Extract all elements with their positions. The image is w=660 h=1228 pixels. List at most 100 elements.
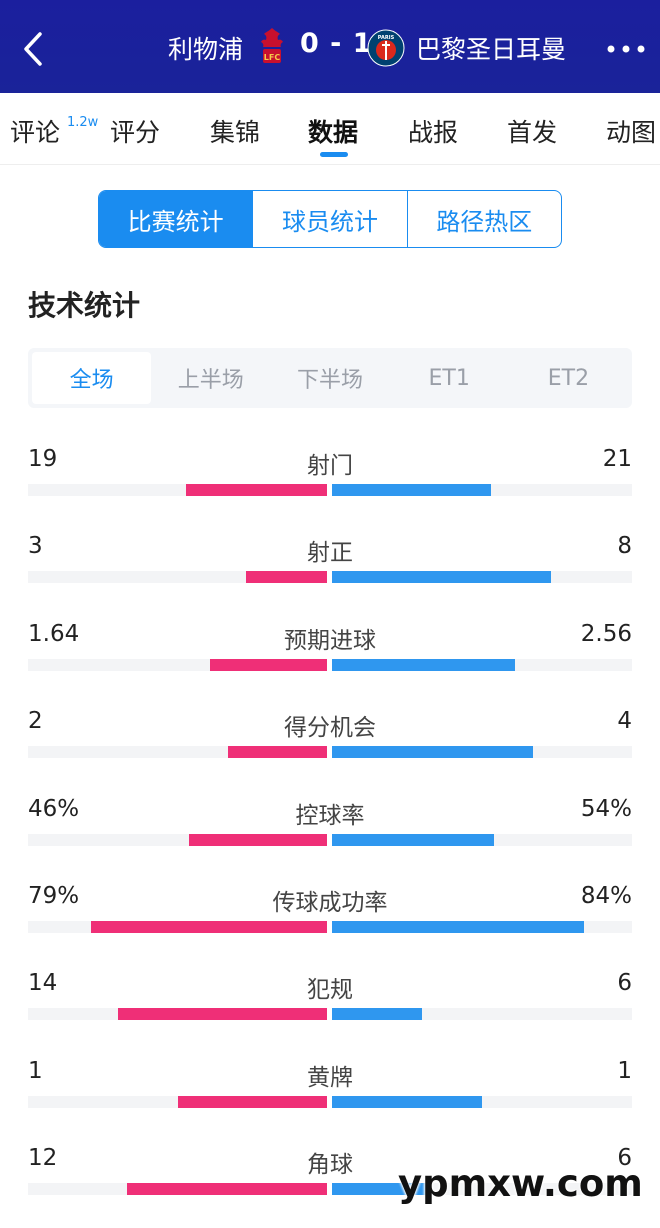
stat-home-value: 79% [28,882,80,909]
stat-label: 射门 [307,453,353,479]
home-bar-track [28,1183,327,1196]
home-bar-track [28,1008,327,1021]
period-first-half[interactable]: 上半场 [177,368,244,393]
away-bar-track [332,1095,632,1108]
tab-highlights[interactable]: 集锦 [210,118,261,147]
match-score: 0 - 1 [300,28,373,59]
away-bar [332,1095,482,1108]
away-bar [332,658,515,671]
stat-label: 犯规 [307,977,353,1004]
stat-away-value: 6 [617,1145,632,1172]
stat-home-value: 1 [28,1057,43,1084]
away-bar-track [332,920,632,933]
tab-gifs[interactable]: 动图 [606,118,657,147]
home-team-name[interactable]: 利物浦 [168,35,244,64]
stat-label: 传球成功率 [272,889,388,916]
away-bar [332,920,584,933]
stat-row: 2 得分机会 4 [0,692,660,779]
comments-count-badge: 1.2w [67,115,99,130]
away-bar-track [332,1008,632,1021]
tab-data[interactable]: 数据 [308,118,359,147]
more-dots-icon[interactable] [606,44,646,54]
stat-away-value: 6 [617,970,632,997]
segment-heatmap[interactable]: 路径热区 [436,207,533,236]
away-bar-track [332,658,632,671]
home-bar-track [28,833,327,846]
away-bar-track [332,1183,632,1196]
away-bar [332,484,491,496]
away-bar [332,571,551,584]
tab-report[interactable]: 战报 [408,118,459,147]
segment-player-stats[interactable]: 球员统计 [253,191,408,247]
tab-lineup[interactable]: 首发 [507,118,558,147]
active-tab-indicator [320,152,348,157]
away-bar-track [332,484,632,496]
period-et2[interactable]: ET2 [547,365,590,391]
stat-row: 3 射正 8 [0,517,660,604]
liverpool-crest-icon: LFC [261,28,283,63]
stat-away-value: 8 [617,533,632,560]
home-bar [246,571,327,584]
home-bar-track [28,746,327,759]
stat-label: 角球 [307,1152,353,1179]
period-selector: 全场 上半场 下半场 ET1 ET2 [28,348,632,408]
period-full-match[interactable]: 全场 [32,352,152,404]
home-bar [210,658,327,671]
home-bar-track [28,920,327,933]
away-bar [332,1008,422,1021]
watermark: ypmxw.com [398,1162,643,1205]
stats-list: 19 射门 21 3 射正 8 1.64 预期进球 2.56 2 得分机会 4 46% 控球率 54% 79%… [0,430,660,1217]
tab-comments[interactable]: 评论 [10,118,61,147]
tab-ratings[interactable]: 评分 [110,118,161,147]
stat-away-value: 54% [580,795,632,822]
stat-label: 黄牌 [307,1064,353,1091]
period-et1[interactable]: ET1 [428,365,470,391]
match-header: 利物浦 LFC 0 - 1 PARIS 巴黎圣日耳曼 [0,0,660,93]
stat-away-value: 21 [602,446,632,472]
stat-home-value: 3 [28,533,43,560]
stat-row: 1 黄牌 1 [0,1042,660,1129]
home-bar [90,920,327,933]
away-crest-text: PARIS [378,35,395,41]
home-bar [117,1008,327,1021]
stat-home-value: 14 [28,970,58,997]
home-bar-track [28,571,327,584]
stat-away-value: 84% [580,882,632,909]
home-bar [177,1095,327,1108]
home-bar-track [28,658,327,671]
home-crest-text: LFC [264,53,281,62]
stat-row: 14 犯规 6 [0,954,660,1041]
away-bar-track [332,571,632,584]
stat-label: 得分机会 [284,715,376,742]
stats-type-switcher: 比赛统计 球员统计 路径热区 [98,190,562,248]
segment-match-stats[interactable]: 比赛统计 [99,191,254,247]
stat-home-value: 1.64 [28,620,80,647]
stat-label: 预期进球 [284,627,376,654]
away-bar [332,746,533,759]
home-bar-track [28,1095,327,1108]
back-arrow-icon[interactable] [18,30,48,68]
section-title: 技术统计 [28,289,141,322]
stat-row: 1.64 预期进球 2.56 [0,605,660,692]
away-bar [332,1183,431,1196]
stat-home-value: 12 [28,1145,58,1172]
stat-away-value: 2.56 [580,620,632,647]
home-bar [186,484,327,496]
home-bar [126,1183,327,1196]
home-bar [189,833,327,846]
away-bar [332,833,494,846]
away-bar-track [332,746,632,759]
stat-label: 射正 [307,540,353,567]
away-team-name[interactable]: 巴黎圣日耳曼 [416,35,567,64]
main-tabs: 评论 1.2w 评分 集锦 数据 战报 首发 动图 [0,93,660,165]
home-bar-track [28,484,327,496]
stat-row: 19 射门 21 [0,430,660,517]
stat-row: 79% 传球成功率 84% [0,867,660,954]
psg-crest-icon: PARIS [367,29,405,67]
home-bar [228,746,327,759]
stat-away-value: 1 [617,1057,632,1084]
stat-home-value: 19 [28,446,58,472]
stat-home-value: 46% [28,795,80,822]
stat-label: 控球率 [295,802,365,829]
period-second-half[interactable]: 下半场 [297,368,364,393]
